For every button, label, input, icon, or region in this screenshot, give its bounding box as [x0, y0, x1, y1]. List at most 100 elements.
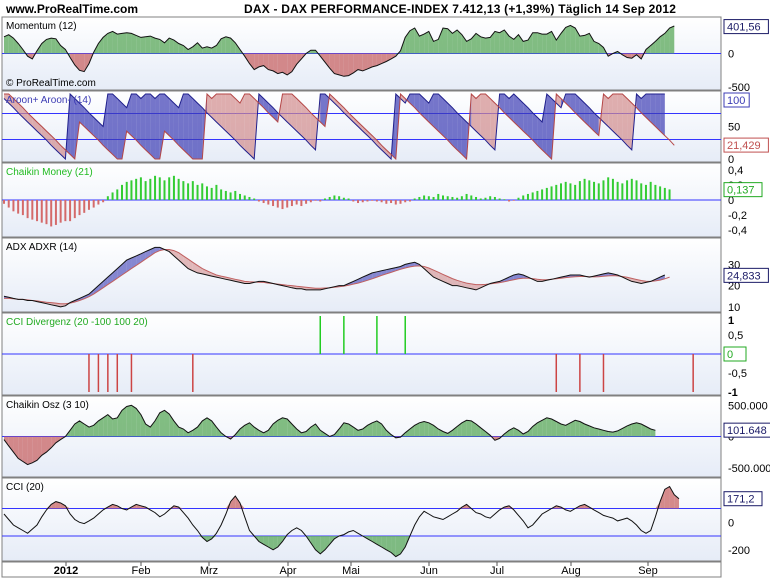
adx-fill-segment	[471, 283, 477, 290]
area-segment	[55, 38, 61, 54]
aroon-fill-segment	[636, 94, 642, 113]
area-segment	[112, 417, 118, 437]
aroon-fill-segment	[164, 94, 170, 136]
area-segment	[249, 53, 255, 70]
area-segment	[358, 53, 363, 71]
y-tick-label: -0,5	[728, 368, 747, 380]
y-tick-label: 20	[728, 281, 740, 293]
area-segment	[145, 36, 151, 54]
panel-title: ADX ADXR (14)	[6, 242, 77, 253]
area-segment	[645, 426, 651, 437]
aroon-fill-segment	[4, 94, 9, 104]
area-segment	[570, 25, 576, 54]
area-segment	[570, 420, 576, 437]
area-segment	[211, 420, 217, 437]
aroon-fill-segment	[556, 94, 561, 108]
adx-fill-segment	[433, 270, 439, 280]
current-value-box	[723, 422, 770, 438]
cci-oversold-fill	[395, 536, 401, 557]
area-segment	[291, 424, 297, 437]
time-axis-label: Sep	[638, 565, 658, 577]
aroon-fill-segment	[612, 94, 618, 136]
area-segment	[84, 53, 89, 72]
aroon-fill-segment	[603, 94, 609, 127]
area-segment	[315, 424, 321, 437]
area-segment	[55, 436, 61, 443]
site-url[interactable]: www.ProRealTime.com	[6, 2, 139, 16]
time-axis-label: Mai	[342, 565, 360, 577]
time-axis-label: Jun	[420, 565, 438, 577]
aroon-fill-segment	[197, 103, 203, 159]
aroon-fill-segment	[386, 149, 392, 159]
aroon-fill-segment	[221, 94, 226, 132]
area-segment	[188, 46, 193, 54]
time-axis-label: Aug	[561, 565, 581, 577]
panel-title: Aroon+ Aroon- (14)	[6, 95, 91, 106]
aroon-fill-segment	[570, 94, 576, 113]
adxr-line	[4, 249, 670, 305]
aroon-fill-segment	[509, 94, 514, 122]
area-segment	[334, 53, 340, 75]
current-value-box	[723, 182, 763, 198]
current-value-label: 401,56	[727, 22, 761, 34]
area-segment	[485, 37, 491, 54]
area-segment	[433, 39, 439, 54]
current-value-label: 171,2	[727, 494, 755, 506]
area-segment	[556, 33, 561, 54]
area-segment	[362, 53, 368, 71]
chart-header: www.ProRealTime.com DAX - DAX PERFORMANC…	[0, 0, 770, 18]
cci-overbought-fill	[230, 496, 236, 509]
panel-title: Chaikin Osz (3 10)	[6, 400, 89, 411]
aroon-fill-segment	[433, 94, 439, 132]
area-segment	[145, 424, 151, 437]
area-segment	[197, 42, 203, 54]
aroon-fill-segment	[320, 94, 325, 127]
area-segment	[636, 422, 642, 437]
aroon-fill-segment	[513, 94, 519, 127]
aroon-fill-segment	[546, 94, 552, 159]
y-tick-label: 10	[728, 302, 740, 314]
aroon-fill-segment	[527, 107, 533, 141]
time-axis-label: Jul	[490, 565, 504, 577]
area-segment	[339, 422, 344, 437]
time-axis-background	[1, 561, 722, 578]
adx-fill-segment	[98, 281, 104, 291]
area-segment	[202, 46, 207, 54]
area-segment	[258, 53, 264, 67]
cci-overbought-fill	[55, 501, 61, 509]
aroon-fill-segment	[244, 94, 250, 155]
aroon-fill-segment	[641, 94, 646, 118]
aroon-fill-segment	[230, 94, 236, 141]
area-segment	[509, 36, 514, 54]
area-segment	[542, 417, 547, 437]
time-axis-label: Apr	[279, 565, 296, 577]
area-segment	[457, 422, 462, 437]
area-segment	[164, 410, 170, 437]
area-segment	[287, 53, 292, 75]
aroon-fill-segment	[490, 98, 495, 150]
area-segment	[339, 53, 344, 77]
aroon-fill-segment	[565, 94, 571, 108]
area-segment	[660, 33, 665, 54]
area-segment	[494, 31, 500, 54]
area-segment	[584, 424, 590, 437]
area-segment	[428, 422, 434, 437]
area-segment	[159, 39, 165, 54]
area-segment	[79, 420, 85, 437]
aroon-fill-segment	[88, 112, 94, 136]
cci-overbought-fill	[51, 501, 56, 509]
area-segment	[84, 424, 89, 437]
cci-overbought-fill	[669, 486, 675, 509]
area-segment	[461, 34, 467, 54]
area-segment	[27, 53, 33, 59]
series-line	[3, 24, 675, 77]
area-segment	[367, 422, 373, 437]
aroon-fill-segment	[428, 94, 434, 127]
area-segment	[594, 427, 599, 437]
area-segment	[589, 425, 595, 437]
aroon-fill-segment	[249, 94, 255, 159]
area-segment	[372, 53, 377, 67]
area-segment	[140, 414, 146, 437]
